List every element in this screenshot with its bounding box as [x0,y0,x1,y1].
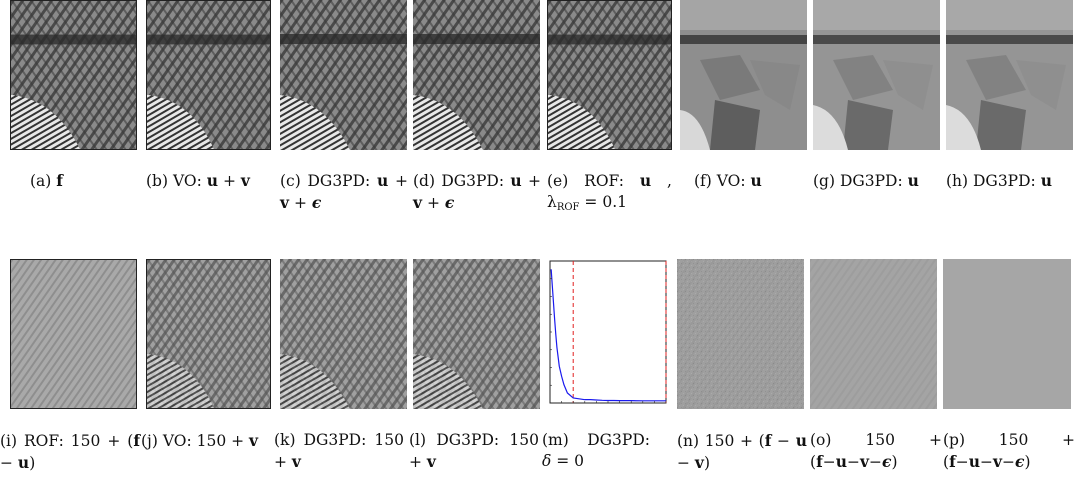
image-j-vo-v [146,259,271,409]
caption-d: (d) DG3PD: u + v + ϵ [413,171,541,212]
caption-e: (e) ROF: u , λROF = 0.1 [547,171,672,213]
image-e-rof-u [547,0,672,150]
convergence-plot [549,260,667,404]
image-o-residual [810,259,937,409]
caption-n: (n) 150 + (f − u − v) [677,431,808,472]
caption-b: (b) VO: u + v [146,171,250,190]
series-line-0 [550,269,666,402]
image-i-rof-residual [10,259,137,409]
caption-g: (g) DG3PD: u [813,171,919,190]
image-a-original [10,0,137,150]
caption-c: (c) DG3PD: u + v + ϵ [280,171,408,212]
image-f-vo-u [680,0,807,150]
image-k-dg3pd-v [280,259,407,409]
image-b-vo-u-plus-v [146,0,271,150]
caption-a: (a) f [30,171,63,190]
caption-j: (j) VO: 150 + v [141,431,259,450]
caption-h: (h) DG3PD: u [946,171,1052,190]
image-d-dg3pd-u-v-eps [413,0,540,150]
caption-o: (o) 150 + (f−u−v−ϵ) [810,431,942,471]
caption-m: (m) DG3PD: δ = 0 [542,431,650,470]
caption-p: (p) 150 + (f−u−v−ϵ) [943,431,1075,471]
caption-f: (f) VO: u [694,171,762,190]
image-g-dg3pd-u [813,0,940,150]
image-n-residual [677,259,804,409]
image-p-residual [943,259,1071,409]
caption-i: (i) ROF: 150 + (f − u) [0,431,140,472]
image-l-dg3pd-v [413,259,540,409]
image-h-dg3pd-u [946,0,1073,150]
image-c-dg3pd-u-v-eps [280,0,407,150]
plot-frame [549,260,667,404]
caption-l: (l) DG3PD: 150 + v [409,431,539,471]
caption-k: (k) DG3PD: 150 + v [274,431,404,471]
chart-m-convergence [546,259,670,409]
